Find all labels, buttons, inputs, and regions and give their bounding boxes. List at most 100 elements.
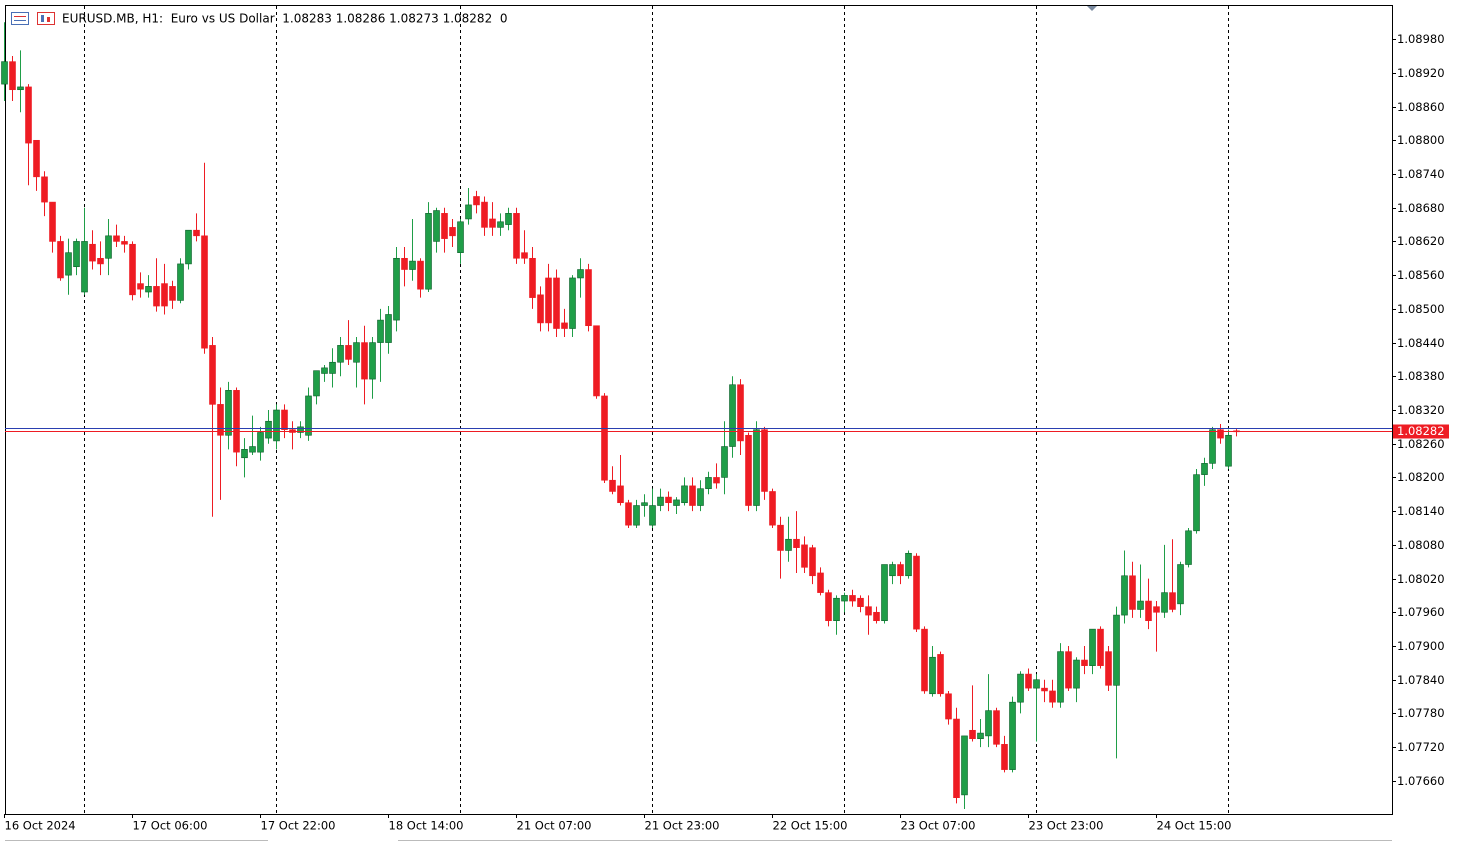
candle-body xyxy=(673,499,680,506)
candle-body xyxy=(729,384,736,447)
candle-body xyxy=(1201,463,1208,475)
candle-body xyxy=(425,213,432,290)
candle-body xyxy=(1073,659,1080,689)
candle-body xyxy=(521,252,528,259)
candle-body xyxy=(737,384,744,442)
candle-body xyxy=(1065,651,1072,689)
candle-body xyxy=(1193,474,1200,532)
candle-body xyxy=(137,283,144,290)
y-tick-label: 1.08440 xyxy=(1397,336,1445,350)
candle-body xyxy=(1137,600,1144,610)
candle-body xyxy=(921,628,928,692)
candle-body xyxy=(33,139,40,178)
candle-body xyxy=(505,213,512,225)
candle-body xyxy=(233,390,240,453)
y-tick-label: 1.08500 xyxy=(1397,302,1445,316)
candle-body xyxy=(577,269,584,279)
y-tick-label: 1.08920 xyxy=(1397,66,1445,80)
y-tick-label: 1.08260 xyxy=(1397,437,1445,451)
candle-body xyxy=(385,314,392,343)
candle-body xyxy=(833,597,840,622)
y-tick-label: 1.08620 xyxy=(1397,234,1445,248)
candle-body xyxy=(857,597,864,607)
candle-body xyxy=(721,446,728,478)
y-tick-label: 1.08800 xyxy=(1397,133,1445,147)
candle-body xyxy=(489,218,496,228)
candle-body xyxy=(817,572,824,593)
candle-body xyxy=(793,538,800,548)
candle-body xyxy=(929,656,936,695)
candle-body xyxy=(1169,592,1176,610)
candle-body xyxy=(377,319,384,343)
candle-body xyxy=(937,654,944,695)
candle-body xyxy=(745,434,752,506)
last-price-label: 1.08282 xyxy=(1397,424,1445,438)
x-tick-label: 17 Oct 06:00 xyxy=(133,819,208,833)
candle-body xyxy=(1177,564,1184,605)
candle-body xyxy=(209,345,216,405)
candle-body xyxy=(1129,575,1136,610)
candle-body xyxy=(593,325,600,397)
candle-body xyxy=(153,286,160,307)
candle-body xyxy=(513,213,520,259)
candle-body xyxy=(97,257,104,265)
candle-body xyxy=(1121,575,1128,616)
y-tick-label: 1.07900 xyxy=(1397,639,1445,653)
candle-body xyxy=(265,420,272,439)
candle-body xyxy=(361,342,368,380)
candle-body xyxy=(617,485,624,504)
candle-body xyxy=(945,693,952,720)
candle-body xyxy=(1097,628,1104,666)
y-tick-label: 1.07660 xyxy=(1397,774,1445,788)
candle-body xyxy=(1105,651,1112,686)
y-tick-label: 1.07720 xyxy=(1397,740,1445,754)
candle-body xyxy=(633,505,640,526)
candle-body xyxy=(809,547,816,577)
candle-body xyxy=(753,429,760,506)
candle-body xyxy=(1041,687,1048,692)
candle-body xyxy=(441,213,448,239)
candle-body xyxy=(665,496,672,504)
candle-body xyxy=(649,505,656,526)
x-tick-label: 22 Oct 15:00 xyxy=(773,819,848,833)
candle-body xyxy=(297,426,304,433)
candle-body xyxy=(217,404,224,436)
candle-body xyxy=(9,61,16,91)
candle-body xyxy=(761,429,768,492)
candle-body xyxy=(825,592,832,622)
candle-body xyxy=(409,260,416,270)
candle-body xyxy=(569,277,576,329)
candle-body xyxy=(1057,651,1064,703)
candle-body xyxy=(1017,673,1024,703)
candle-body xyxy=(609,479,616,492)
candle-body xyxy=(257,432,264,453)
candle-body xyxy=(913,555,920,630)
y-tick-label: 1.08560 xyxy=(1397,268,1445,282)
x-tick-label: 21 Oct 07:00 xyxy=(517,819,592,833)
candle-body xyxy=(873,611,880,622)
last-price-tag xyxy=(1393,424,1449,439)
candle-body xyxy=(689,485,696,506)
candle-body xyxy=(1049,690,1056,703)
x-tick-label: 24 Oct 15:00 xyxy=(1157,819,1232,833)
candle-body xyxy=(1145,600,1152,622)
candle-body xyxy=(545,277,552,324)
y-tick-label: 1.08200 xyxy=(1397,470,1445,484)
candle-body xyxy=(849,595,856,602)
candle-body xyxy=(129,243,136,296)
candle-body xyxy=(401,257,408,270)
candle-body xyxy=(305,395,312,436)
x-tick-label: 16 Oct 2024 xyxy=(5,819,76,833)
candle-body xyxy=(177,263,184,301)
candle-body xyxy=(993,710,1000,745)
candle-body xyxy=(481,201,488,228)
candle-body xyxy=(969,729,976,740)
candle-body xyxy=(841,595,848,602)
candle-body xyxy=(865,606,872,616)
y-tick-label: 1.07960 xyxy=(1397,605,1445,619)
candle-body xyxy=(433,210,440,242)
candle-body xyxy=(25,86,32,144)
candle-body xyxy=(161,283,168,307)
